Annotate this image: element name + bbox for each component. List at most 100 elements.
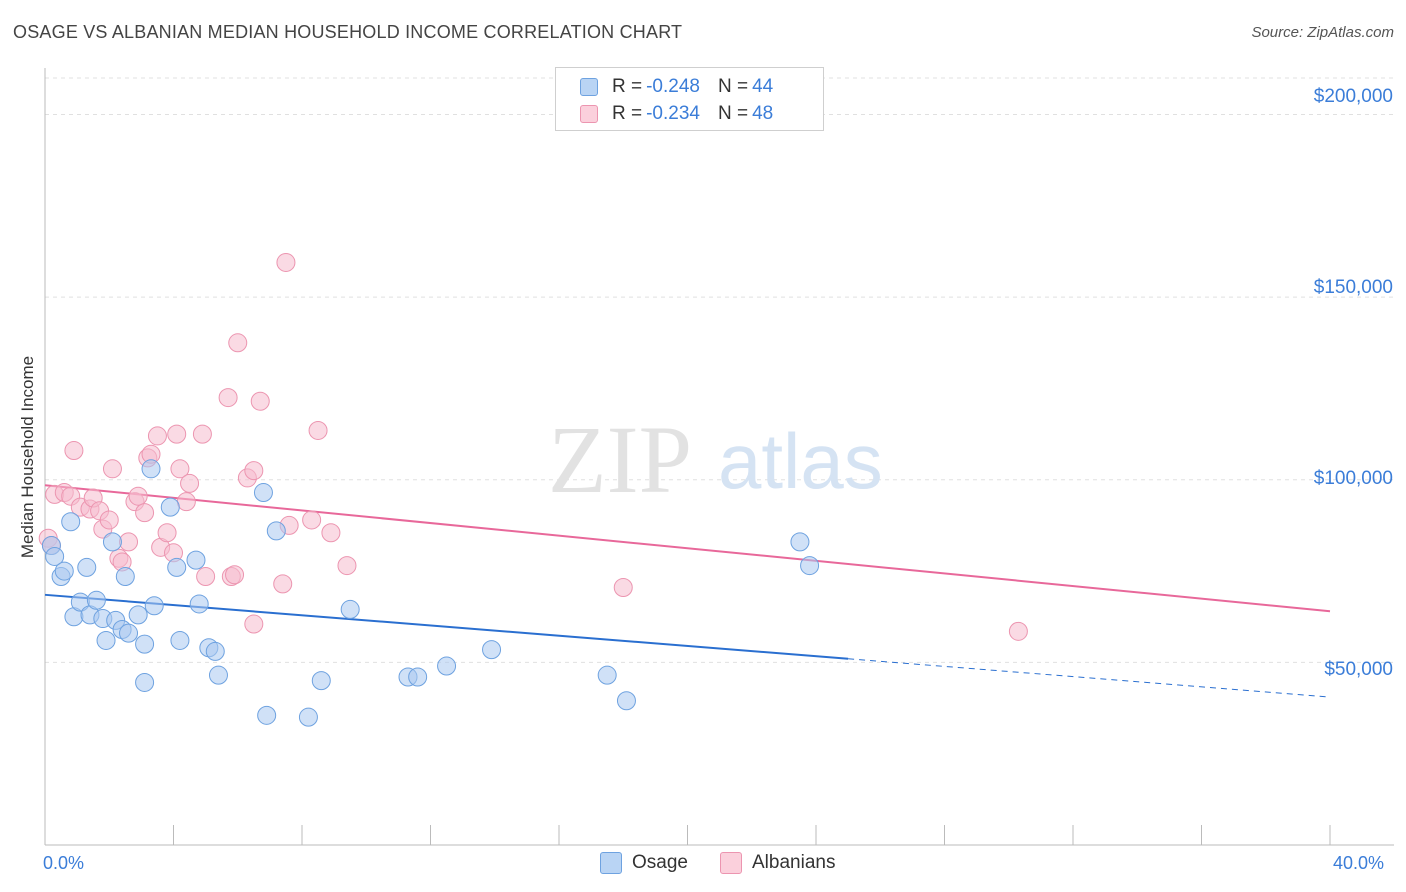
osage-point xyxy=(597,665,617,685)
albanian-point xyxy=(218,388,238,408)
albanian-trend-line xyxy=(44,484,1331,613)
osage-point xyxy=(311,671,331,691)
albanian-n-value: 48 xyxy=(752,103,774,124)
osage-point xyxy=(135,634,155,654)
albanian-point xyxy=(273,574,293,594)
osage-point xyxy=(167,557,187,577)
albanian-point xyxy=(135,503,155,523)
albanian-point xyxy=(321,523,341,543)
gridlines xyxy=(45,77,1394,663)
y-axis-label: Median Household Income xyxy=(18,355,37,559)
albanian-point xyxy=(250,391,270,411)
osage-point xyxy=(408,667,428,687)
osage-point xyxy=(77,557,97,577)
osage-trend-line xyxy=(44,593,849,660)
osage-point xyxy=(144,596,164,616)
albanian-trend xyxy=(44,484,1331,613)
osage-point xyxy=(45,546,65,566)
legend-row-osage: R = -0.248 N = 44 xyxy=(580,75,773,99)
osage-point xyxy=(266,521,286,541)
x-tick-label-min: 0.0% xyxy=(43,853,85,873)
albanian-point xyxy=(64,441,84,461)
osage-point xyxy=(102,532,122,552)
osage-trend-extension xyxy=(848,658,1331,698)
albanian-point xyxy=(119,532,139,552)
osage-point xyxy=(616,691,636,711)
osage-point xyxy=(208,665,228,685)
albanian-swatch xyxy=(580,105,598,123)
albanian-point xyxy=(302,510,322,530)
watermark-atlas: atlas xyxy=(718,417,883,505)
watermark-zip: ZIP xyxy=(548,406,692,513)
osage-swatch xyxy=(580,78,598,96)
albanian-point xyxy=(170,459,190,479)
albanian-point xyxy=(176,492,196,512)
osage-point xyxy=(253,483,273,503)
osage-point xyxy=(135,672,155,692)
chart-title: OSAGE VS ALBANIAN MEDIAN HOUSEHOLD INCOM… xyxy=(13,22,683,42)
albanian-point xyxy=(244,614,264,634)
osage-point xyxy=(437,656,457,676)
albanian-point xyxy=(180,473,200,493)
y-tick-label: $150,000 xyxy=(1313,277,1393,298)
osage-point xyxy=(119,623,139,643)
osage-r-label: R = xyxy=(612,76,643,97)
albanian-legend-swatch xyxy=(720,852,742,874)
albanian-r-label: R = xyxy=(612,103,643,124)
osage-legend-swatch xyxy=(600,852,622,874)
legend-row-albanians: R = -0.234 N = 48 xyxy=(580,102,773,126)
osage-point xyxy=(170,630,190,650)
albanian-legend-label: Albanians xyxy=(752,852,836,873)
albanian-point xyxy=(228,333,248,353)
albanian-point xyxy=(102,459,122,479)
albanian-point xyxy=(157,523,177,543)
albanian-point xyxy=(244,461,264,481)
osage-point xyxy=(141,459,161,479)
osage-point xyxy=(128,605,148,625)
albanian-point xyxy=(225,565,245,585)
osage-points xyxy=(41,459,820,727)
albanian-point xyxy=(1008,621,1028,641)
axes xyxy=(44,68,1394,846)
stats-legend: R = -0.248 N = 44 R = -0.234 N = 48 xyxy=(555,67,824,131)
osage-r-value: -0.248 xyxy=(646,76,700,97)
osage-point xyxy=(482,640,502,660)
source-label: Source: ZipAtlas.com xyxy=(1251,24,1394,41)
osage-point xyxy=(189,594,209,614)
osage-point xyxy=(160,497,180,517)
x-tick-label-max: 40.0% xyxy=(1333,853,1385,873)
osage-legend-label: Osage xyxy=(632,852,688,873)
albanian-point xyxy=(167,424,187,444)
osage-n-label: N = xyxy=(717,76,749,97)
watermark: ZIP atlas xyxy=(548,406,883,513)
albanian-point xyxy=(99,510,119,530)
osage-n-value: 44 xyxy=(752,76,774,97)
bottom-legend-albanians: Albanians xyxy=(720,852,835,874)
osage-point xyxy=(790,532,810,552)
osage-point xyxy=(800,556,820,576)
osage-point xyxy=(205,641,225,661)
albanian-point xyxy=(337,556,357,576)
osage-point xyxy=(298,707,318,727)
albanian-point xyxy=(147,426,167,446)
albanian-point xyxy=(196,567,216,587)
y-tick-label: $50,000 xyxy=(1324,659,1393,680)
albanian-point xyxy=(128,486,148,506)
osage-point xyxy=(96,630,116,650)
osage-point xyxy=(61,512,81,532)
osage-point xyxy=(186,550,206,570)
osage-point xyxy=(115,567,135,587)
y-tick-label: $100,000 xyxy=(1313,468,1393,489)
osage-point xyxy=(86,590,106,610)
albanian-point xyxy=(192,424,212,444)
albanian-n-label: N = xyxy=(717,103,749,124)
albanian-r-value: -0.234 xyxy=(646,103,700,124)
osage-point xyxy=(257,705,277,725)
y-tick-label: $200,000 xyxy=(1313,86,1393,107)
osage-trend xyxy=(44,593,1331,698)
osage-point xyxy=(340,599,360,619)
albanian-point xyxy=(308,420,328,440)
osage-point xyxy=(54,561,74,581)
albanian-point xyxy=(613,578,633,598)
